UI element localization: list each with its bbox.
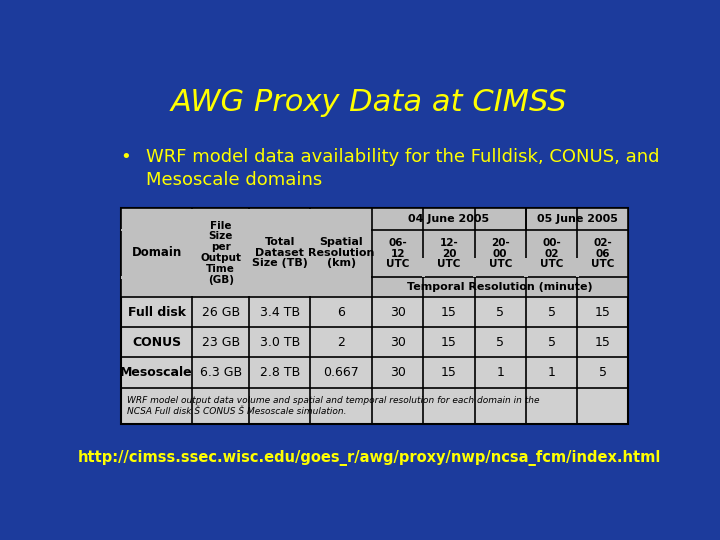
Bar [575, 259, 579, 277]
Bar [121, 228, 372, 231]
Text: 15: 15 [595, 306, 611, 319]
Bar [121, 276, 372, 279]
Text: 23 GB: 23 GB [202, 336, 240, 349]
Text: 0.667: 0.667 [323, 366, 359, 379]
Text: Total
Dataset
Size (TB): Total Dataset Size (TB) [252, 237, 307, 268]
Bar [422, 259, 425, 277]
Text: 3.0 TB: 3.0 TB [260, 336, 300, 349]
Text: 6.3 GB: 6.3 GB [199, 366, 242, 379]
Bar [247, 208, 251, 296]
Text: 05 June 2005: 05 June 2005 [536, 214, 618, 224]
Text: AWG Proxy Data at CIMSS: AWG Proxy Data at CIMSS [171, 87, 567, 117]
Text: Spatial
Resolution
(km): Spatial Resolution (km) [308, 237, 374, 268]
Text: 5: 5 [599, 366, 607, 379]
Bar [121, 208, 629, 297]
Text: 06-
12
UTC: 06- 12 UTC [386, 238, 410, 269]
Text: 30: 30 [390, 306, 405, 319]
Text: 15: 15 [441, 336, 457, 349]
Text: 02-
06
UTC: 02- 06 UTC [591, 238, 614, 269]
Text: •: • [121, 148, 132, 166]
Text: 5: 5 [496, 336, 504, 349]
Text: 3.4 TB: 3.4 TB [260, 306, 300, 319]
Text: 12-
20
UTC: 12- 20 UTC [437, 238, 461, 269]
Text: 04 June 2005: 04 June 2005 [408, 214, 490, 224]
Text: 20-
00
UTC: 20- 00 UTC [489, 238, 512, 269]
Text: 5: 5 [547, 336, 556, 349]
Text: Domain: Domain [132, 246, 181, 259]
Bar [473, 259, 476, 277]
Text: 00-
02
UTC: 00- 02 UTC [540, 238, 563, 269]
Text: 1: 1 [496, 366, 504, 379]
Text: 1: 1 [548, 366, 555, 379]
Text: CONUS: CONUS [132, 336, 181, 349]
Text: Full disk: Full disk [127, 306, 186, 319]
Text: 15: 15 [595, 336, 611, 349]
Text: http://cimss.ssec.wisc.edu/goes_r/awg/proxy/nwp/ncsa_fcm/index.html: http://cimss.ssec.wisc.edu/goes_r/awg/pr… [77, 450, 661, 465]
Bar [524, 259, 528, 277]
Text: 15: 15 [441, 306, 457, 319]
Text: 5: 5 [547, 306, 556, 319]
Text: WRF model data availability for the Fulldisk, CONUS, and
Mesoscale domains: WRF model data availability for the Full… [145, 148, 660, 189]
Text: Mesoscale: Mesoscale [120, 366, 193, 379]
Text: 5: 5 [496, 306, 504, 319]
Text: 2.8 TB: 2.8 TB [260, 366, 300, 379]
Bar [121, 208, 629, 424]
Text: 26 GB: 26 GB [202, 306, 240, 319]
Text: File
Size
per
Output
Time
(GB): File Size per Output Time (GB) [200, 220, 241, 285]
Bar [191, 208, 194, 296]
Text: 15: 15 [441, 366, 457, 379]
Text: 30: 30 [390, 366, 405, 379]
Text: 6: 6 [337, 306, 345, 319]
Text: Temporal Resolution (minute): Temporal Resolution (minute) [408, 282, 593, 292]
Text: WRF model output data volume and spatial and temporal resolution for each domain: WRF model output data volume and spatial… [127, 396, 540, 416]
Bar [309, 208, 312, 296]
Text: 2: 2 [337, 336, 345, 349]
Text: 30: 30 [390, 336, 405, 349]
